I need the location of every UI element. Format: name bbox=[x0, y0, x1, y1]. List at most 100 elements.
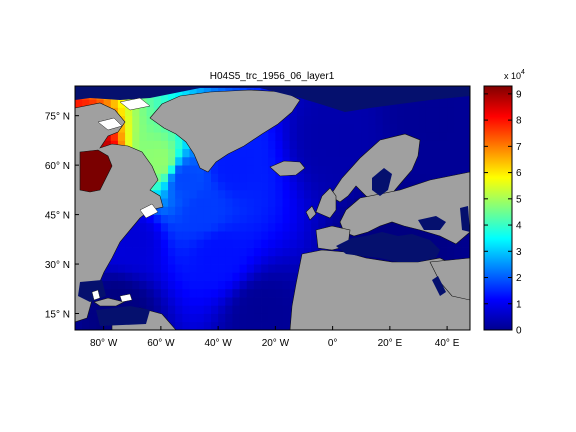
heatmap-cell bbox=[246, 288, 255, 298]
heatmap-cell bbox=[303, 140, 312, 150]
heatmap-cell bbox=[232, 189, 240, 199]
heatmap-cell bbox=[239, 206, 248, 215]
heatmap-cell bbox=[239, 305, 248, 314]
colorbar-multiplier: x 104 bbox=[504, 69, 525, 81]
heatmap-cell bbox=[303, 99, 312, 108]
heatmap-cell bbox=[275, 214, 283, 224]
heatmap-cell bbox=[389, 222, 398, 232]
heatmap-cell bbox=[418, 123, 427, 133]
heatmap-cell bbox=[246, 222, 255, 232]
sea-caribbean bbox=[96, 306, 150, 326]
heatmap-cell bbox=[160, 165, 169, 174]
heatmap-cell bbox=[311, 156, 319, 166]
heatmap-cell bbox=[261, 231, 269, 240]
heatmap-cell bbox=[454, 247, 462, 257]
heatmap-cell bbox=[246, 165, 255, 174]
heatmap-cell bbox=[261, 247, 269, 257]
y-tick-label: 60° N bbox=[45, 161, 70, 172]
heatmap-cell bbox=[318, 156, 326, 166]
colorbar-multiplier-base: x 10 bbox=[504, 71, 521, 81]
heatmap-cell bbox=[361, 107, 369, 117]
heatmap-cell bbox=[239, 156, 248, 166]
heatmap-cell bbox=[225, 198, 233, 207]
heatmap-cell bbox=[225, 247, 233, 257]
heatmap-cell bbox=[268, 247, 276, 257]
heatmap-cell bbox=[203, 297, 212, 306]
heatmap-cell bbox=[296, 189, 305, 199]
heatmap-cell bbox=[218, 255, 226, 265]
heatmap-cell bbox=[268, 148, 276, 158]
heatmap-cell bbox=[253, 305, 262, 314]
heatmap-cell bbox=[239, 247, 248, 257]
heatmap-cell bbox=[196, 206, 205, 215]
heatmap-cell bbox=[146, 148, 155, 158]
heatmap-cell bbox=[282, 198, 291, 207]
heatmap-cell bbox=[139, 231, 147, 240]
heatmap-cell bbox=[175, 280, 183, 290]
heatmap-cell bbox=[382, 255, 391, 265]
heatmap-cell bbox=[468, 140, 470, 150]
heatmap-cell bbox=[282, 288, 291, 298]
heatmap-cell bbox=[289, 181, 298, 191]
heatmap-cell bbox=[203, 181, 212, 191]
heatmap-cell bbox=[289, 280, 298, 290]
heatmap-cell bbox=[354, 189, 362, 199]
heatmap-cell bbox=[447, 239, 455, 248]
heatmap-cell bbox=[418, 148, 427, 158]
heatmap-cell bbox=[303, 107, 312, 117]
heatmap-cell bbox=[311, 115, 319, 125]
heatmap-cell bbox=[117, 264, 126, 273]
heatmap-cell bbox=[210, 247, 219, 257]
heatmap-cell bbox=[454, 148, 462, 158]
heatmap-cell bbox=[168, 165, 176, 174]
heatmap-cell bbox=[175, 272, 183, 281]
heatmap-cell bbox=[182, 189, 190, 199]
heatmap-cell bbox=[210, 272, 219, 281]
heatmap-cell bbox=[311, 123, 319, 133]
heatmap-cell bbox=[110, 280, 119, 290]
heatmap-cell bbox=[246, 280, 255, 290]
heatmap-cell bbox=[189, 264, 198, 273]
heatmap-cell bbox=[346, 156, 355, 166]
y-tick-label: 30° N bbox=[45, 260, 70, 271]
heatmap-cell bbox=[411, 107, 419, 117]
heatmap-cell bbox=[203, 198, 212, 207]
heatmap-cell bbox=[225, 313, 233, 323]
heatmap-cell bbox=[468, 239, 470, 248]
heatmap-cell bbox=[418, 99, 427, 108]
heatmap-cell bbox=[175, 198, 183, 207]
heatmap-cell bbox=[210, 214, 219, 224]
heatmap-cell bbox=[311, 99, 319, 108]
heatmap-cell bbox=[311, 165, 319, 174]
heatmap-cell bbox=[160, 214, 169, 224]
heatmap-cell bbox=[346, 189, 355, 199]
heatmap-cell bbox=[160, 272, 169, 281]
heatmap-cell bbox=[318, 132, 326, 141]
heatmap-cell bbox=[182, 181, 190, 191]
heatmap-cell bbox=[117, 132, 126, 141]
heatmap-cell bbox=[153, 99, 162, 108]
heatmap-cell bbox=[168, 288, 176, 298]
heatmap-cell bbox=[103, 321, 112, 330]
heatmap-cell bbox=[182, 255, 190, 265]
heatmap-cell bbox=[253, 313, 262, 323]
heatmap-cell bbox=[461, 115, 469, 125]
land-cuba bbox=[93, 297, 125, 307]
heatmap-cell bbox=[239, 313, 248, 323]
colorbar-tick-label: 2 bbox=[516, 273, 522, 284]
heatmap-cell bbox=[246, 313, 255, 323]
heatmap-cell bbox=[261, 255, 269, 265]
heatmap-cell bbox=[461, 107, 469, 117]
heatmap-cell bbox=[404, 173, 412, 183]
heatmap-cell bbox=[203, 305, 212, 314]
heatmap-cell bbox=[168, 255, 176, 265]
heatmap-cell bbox=[275, 288, 283, 298]
heatmap-cell bbox=[468, 148, 470, 158]
heatmap-cell bbox=[382, 115, 391, 125]
heatmap-cell bbox=[296, 123, 305, 133]
heatmap-cell bbox=[189, 156, 198, 166]
heatmap-cell bbox=[196, 247, 205, 257]
heatmap-cell bbox=[253, 297, 262, 306]
sea-arctic bbox=[75, 86, 470, 112]
